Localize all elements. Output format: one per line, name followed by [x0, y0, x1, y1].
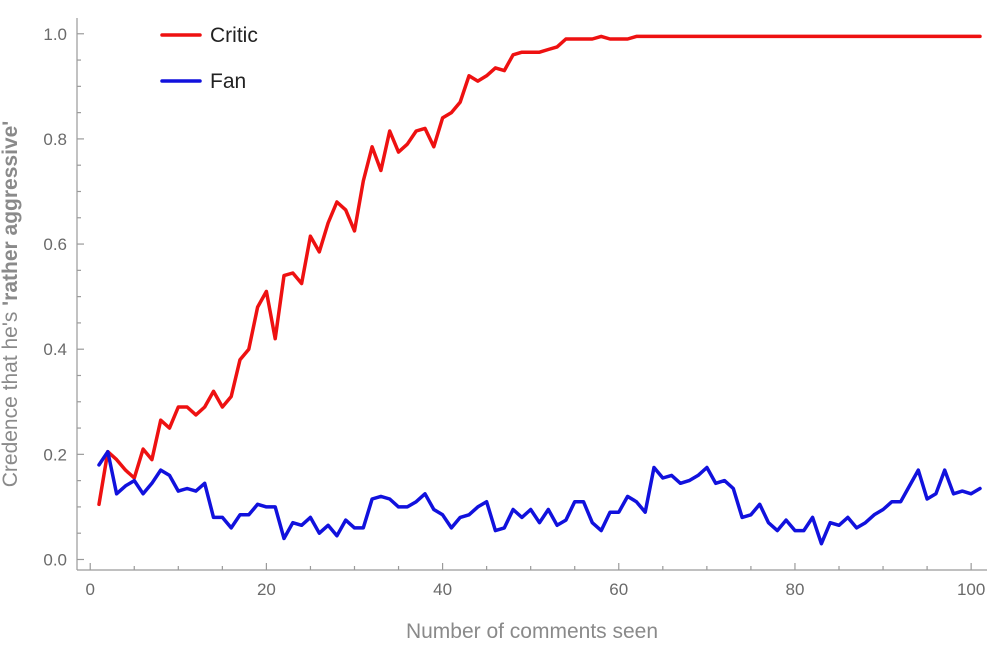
y-tick-label: 0.2: [43, 445, 67, 464]
y-tick-label: 0.8: [43, 130, 67, 149]
x-axis-label: Number of comments seen: [406, 620, 658, 643]
y-axis-label: Credence that he's 'rather aggressive': [0, 121, 22, 488]
x-tick-label: 80: [785, 580, 804, 599]
x-ticks: 0 20 40 60 80 100: [85, 563, 985, 599]
series-group: [97, 34, 982, 546]
series-line-critic: [97, 34, 982, 507]
x-tick-label: 0: [85, 580, 94, 599]
x-tick-label: 60: [609, 580, 628, 599]
legend-label-fan: Fan: [210, 70, 246, 93]
y-axis-label-bold: 'rather aggressive': [0, 121, 22, 306]
y-axis-label-plain: Credence that he's: [0, 306, 22, 487]
series-line-fan: [97, 449, 982, 546]
y-tick-label: 1.0: [43, 25, 67, 44]
legend: Critic Fan: [160, 24, 258, 93]
y-tick-label: 0.4: [43, 340, 67, 359]
x-tick-label: 100: [957, 580, 985, 599]
x-tick-label: 40: [433, 580, 452, 599]
y-ticks: 0.0 0.2 0.4 0.6 0.8 1.0: [43, 25, 84, 569]
x-tick-label: 20: [257, 580, 276, 599]
y-tick-label: 0.6: [43, 235, 67, 254]
y-tick-label: 0.0: [43, 550, 67, 569]
legend-label-critic: Critic: [210, 24, 258, 47]
axes: [76, 18, 987, 571]
